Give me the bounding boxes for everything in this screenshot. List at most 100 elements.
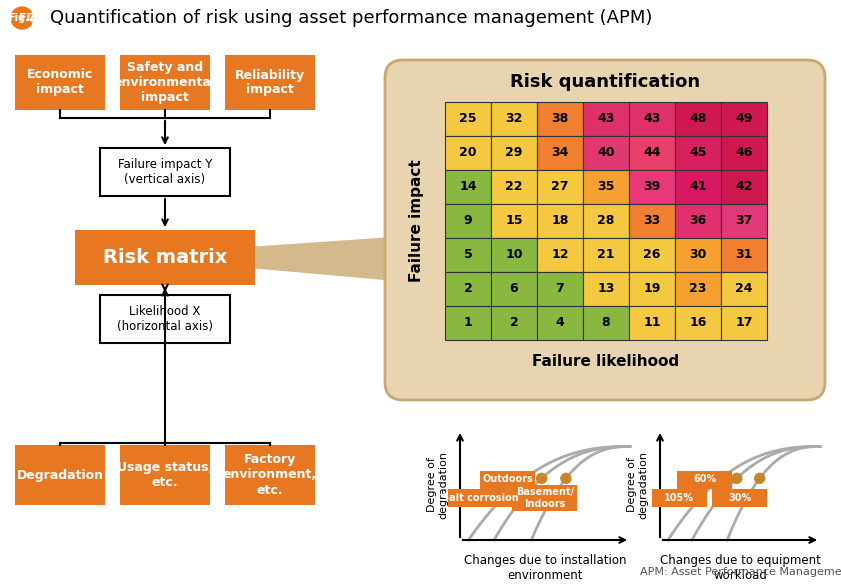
Text: 16: 16 (690, 316, 706, 329)
Bar (491, 204, 537, 238)
Bar (491, 272, 537, 306)
Bar (629, 170, 675, 204)
FancyBboxPatch shape (677, 471, 733, 488)
Text: 43: 43 (643, 113, 661, 126)
Bar (445, 306, 491, 340)
Text: 13: 13 (597, 282, 615, 295)
Text: 105%: 105% (664, 493, 694, 503)
Bar (675, 306, 721, 340)
Text: 35: 35 (597, 180, 615, 194)
Bar (445, 170, 491, 204)
Text: 10: 10 (505, 248, 523, 261)
FancyBboxPatch shape (15, 445, 105, 505)
Bar (583, 102, 629, 136)
Circle shape (537, 473, 547, 483)
Bar (537, 238, 583, 272)
Text: 20: 20 (459, 147, 477, 160)
Text: 30: 30 (690, 248, 706, 261)
Text: Failure impact: Failure impact (410, 160, 425, 282)
Bar (675, 272, 721, 306)
Text: 21: 21 (597, 248, 615, 261)
Text: 36: 36 (690, 214, 706, 228)
FancyBboxPatch shape (448, 489, 513, 507)
Text: 17: 17 (735, 316, 753, 329)
Bar (583, 238, 629, 272)
Text: Outdoors: Outdoors (482, 474, 533, 484)
Text: 12: 12 (551, 248, 569, 261)
Bar (675, 170, 721, 204)
Bar (721, 102, 767, 136)
Text: Salt corrosion: Salt corrosion (442, 493, 519, 503)
Bar (537, 306, 583, 340)
Text: 43: 43 (597, 113, 615, 126)
Bar (675, 102, 721, 136)
Bar (491, 306, 537, 340)
Bar (675, 136, 721, 170)
Text: 37: 37 (735, 214, 753, 228)
Bar (537, 136, 583, 170)
Bar (721, 170, 767, 204)
Bar (537, 204, 583, 238)
Bar (445, 272, 491, 306)
Bar (629, 102, 675, 136)
Bar (445, 102, 491, 136)
Text: Fig.2: Fig.2 (8, 13, 36, 23)
Text: 5: 5 (463, 248, 473, 261)
Text: 15: 15 (505, 214, 523, 228)
Text: Degree of
degradation: Degree of degradation (627, 451, 648, 519)
Bar (583, 204, 629, 238)
Text: 40: 40 (597, 147, 615, 160)
Text: Failure impact Y
(vertical axis): Failure impact Y (vertical axis) (118, 158, 212, 186)
Bar (537, 272, 583, 306)
Bar (629, 136, 675, 170)
Text: 2: 2 (463, 282, 473, 295)
Text: 29: 29 (505, 147, 523, 160)
Text: Degree of
degradation: Degree of degradation (427, 451, 449, 519)
Text: 48: 48 (690, 113, 706, 126)
Text: 23: 23 (690, 282, 706, 295)
Polygon shape (255, 237, 395, 281)
Text: Degradation: Degradation (17, 468, 103, 481)
Bar (445, 238, 491, 272)
Text: Changes due to equipment
workload: Changes due to equipment workload (659, 554, 821, 582)
Text: 22: 22 (505, 180, 523, 194)
Circle shape (520, 473, 530, 483)
Bar (721, 272, 767, 306)
Circle shape (732, 473, 742, 483)
FancyBboxPatch shape (225, 445, 315, 505)
Text: 1: 1 (463, 316, 473, 329)
Bar (537, 102, 583, 136)
FancyBboxPatch shape (652, 489, 706, 507)
Circle shape (717, 473, 726, 483)
Bar (675, 204, 721, 238)
Text: 9: 9 (463, 214, 473, 228)
Text: 24: 24 (735, 282, 753, 295)
Text: Fig.2: Fig.2 (19, 13, 50, 23)
Text: 45: 45 (690, 147, 706, 160)
FancyBboxPatch shape (225, 55, 315, 110)
Text: Basement/
Indoors: Basement/ Indoors (516, 487, 574, 509)
Text: 26: 26 (643, 248, 661, 261)
Text: Economic
impact: Economic impact (27, 69, 93, 96)
Text: Safety and
environmental
impact: Safety and environmental impact (114, 61, 216, 104)
Circle shape (754, 473, 764, 483)
Text: 28: 28 (597, 214, 615, 228)
Text: 32: 32 (505, 113, 523, 126)
Text: 25: 25 (459, 113, 477, 126)
Text: 39: 39 (643, 180, 661, 194)
Text: Quantification of risk using asset performance management (APM): Quantification of risk using asset perfo… (50, 9, 653, 27)
Circle shape (11, 7, 33, 29)
Text: 38: 38 (552, 113, 569, 126)
Text: 49: 49 (735, 113, 753, 126)
Text: 19: 19 (643, 282, 661, 295)
Bar (491, 170, 537, 204)
Text: 33: 33 (643, 214, 661, 228)
Text: 34: 34 (552, 147, 569, 160)
Text: Risk matrix: Risk matrix (103, 248, 227, 267)
Text: 11: 11 (643, 316, 661, 329)
Bar (721, 136, 767, 170)
Text: 46: 46 (735, 147, 753, 160)
Text: 27: 27 (551, 180, 569, 194)
Text: 31: 31 (735, 248, 753, 261)
Bar (445, 204, 491, 238)
